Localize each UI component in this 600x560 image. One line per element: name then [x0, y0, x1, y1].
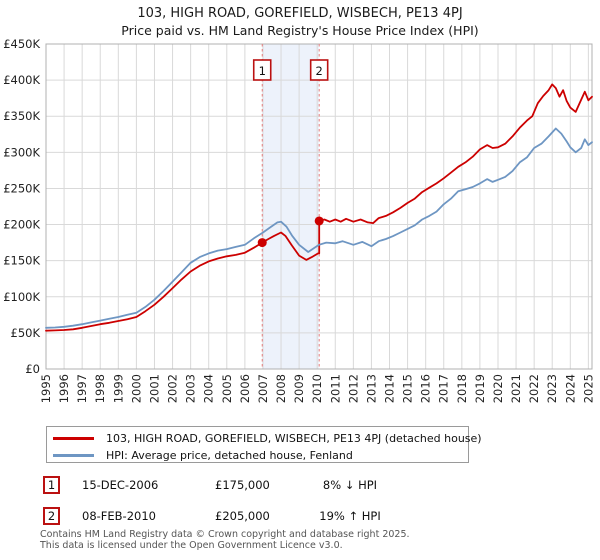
x-axis-tick-label: 2006	[238, 374, 252, 403]
x-axis-tick-label: 2024	[563, 374, 577, 403]
x-axis-tick-label: 2007	[256, 374, 270, 403]
x-axis-tick-label: 2008	[274, 374, 288, 403]
hpi-line	[45, 127, 593, 329]
sale-marker-badge	[309, 59, 329, 81]
sale-marker-badge-label: 1	[259, 64, 266, 78]
y-axis-tick-label: £450K	[3, 37, 40, 51]
transaction-1-badge: 1	[43, 476, 60, 494]
x-axis-tick-label: 2005	[220, 374, 234, 403]
x-axis-tick-label: 2004	[202, 374, 216, 403]
x-axis-tick-label: 1999	[111, 374, 125, 403]
x-axis-tick-label: 2020	[491, 374, 505, 403]
price-line-swatch	[53, 436, 94, 440]
x-axis-tick-label: 2019	[473, 374, 487, 403]
sale-marker-dot	[314, 216, 324, 226]
x-axis-tick-label: 2002	[166, 374, 180, 403]
y-axis-tick-label: £150K	[3, 254, 40, 268]
y-axis-tick-label: £250K	[3, 181, 40, 195]
x-axis-tick-label: 1998	[93, 374, 107, 403]
price-paid-line	[45, 83, 593, 332]
x-axis-tick-label: 1997	[75, 374, 89, 403]
legend-label-hpi: HPI: Average price, detached house, Fenl…	[106, 448, 353, 462]
hpi-line-swatch	[53, 453, 94, 457]
sale-marker-badge-label: 2	[316, 64, 323, 78]
x-axis-tick-label: 2001	[147, 374, 161, 403]
x-axis-tick-label: 2016	[419, 374, 433, 403]
x-axis-tick-label: 2012	[346, 374, 360, 403]
x-axis-tick-label: 2010	[310, 374, 324, 403]
transaction-1-hpi-delta: 8% ↓ HPI	[322, 478, 378, 492]
chart-legend: 103, HIGH ROAD, GOREFIELD, WISBECH, PE13…	[46, 426, 482, 463]
sale-marker-dot	[257, 238, 267, 248]
footer-licence: This data is licensed under the Open Gov…	[40, 539, 343, 551]
x-axis-tick-label: 2017	[437, 374, 451, 403]
transaction-2-date: 08-FEB-2010	[82, 509, 156, 523]
y-axis-tick-label: £400K	[3, 73, 40, 87]
y-axis-tick-label: £100K	[3, 290, 40, 304]
sale-period-band	[262, 44, 320, 369]
chart-title-block: 103, HIGH ROAD, GOREFIELD, WISBECH, PE13…	[0, 5, 600, 39]
x-axis-tick-label: 2018	[455, 374, 469, 403]
transaction-row-1: 1 15-DEC-2006 £175,000 8% ↓ HPI	[0, 476, 600, 495]
transaction-1-price: £175,000	[215, 478, 270, 492]
transaction-1-date: 15-DEC-2006	[82, 478, 159, 492]
y-axis-tick-label: £350K	[3, 109, 40, 123]
x-axis-tick-label: 2009	[292, 374, 306, 403]
y-axis-tick-label: £200K	[3, 218, 40, 232]
page-title: 103, HIGH ROAD, GOREFIELD, WISBECH, PE13…	[137, 6, 463, 21]
x-axis-tick-label: 2011	[328, 374, 342, 403]
y-axis-tick-label: £300K	[3, 145, 40, 159]
y-axis-tick-label: £0	[25, 362, 40, 376]
x-axis-tick-label: 2003	[184, 374, 198, 403]
transaction-2-hpi-delta: 19% ↑ HPI	[319, 509, 381, 523]
x-axis-tick-label: 2013	[364, 374, 378, 403]
x-axis-tick-label: 2023	[545, 374, 559, 403]
x-axis-tick-label: 2014	[383, 374, 397, 403]
transaction-2-badge: 2	[43, 507, 60, 525]
x-axis-tick-label: 2022	[527, 374, 541, 403]
x-axis-tick-label: 2015	[401, 374, 415, 403]
x-axis-tick-label: 2025	[581, 374, 595, 403]
x-axis-tick-label: 1995	[39, 374, 53, 403]
legend-label-price-paid: 103, HIGH ROAD, GOREFIELD, WISBECH, PE13…	[106, 431, 482, 445]
transaction-2-price: £205,000	[215, 509, 270, 523]
chart-subtitle: Price paid vs. HM Land Registry's House …	[121, 23, 479, 38]
x-axis-tick-label: 2000	[129, 374, 143, 403]
legend-item-hpi: HPI: Average price, detached house, Fenl…	[53, 447, 353, 463]
x-axis-tick-label: 1996	[57, 374, 71, 403]
y-axis-tick-label: £50K	[11, 326, 41, 340]
legend-item-price-paid: 103, HIGH ROAD, GOREFIELD, WISBECH, PE13…	[53, 430, 482, 446]
license-footer: Contains HM Land Registry data © Crown c…	[40, 529, 600, 551]
transaction-row-2: 2 08-FEB-2010 £205,000 19% ↑ HPI	[0, 507, 600, 526]
x-axis-tick-label: 2021	[509, 374, 523, 403]
price-history-chart: £0 £50K £100K £150K £200K £250K £300K £350K £400…	[3, 37, 595, 403]
footer-copyright: Contains HM Land Registry data © Crown c…	[40, 529, 410, 540]
sale-marker-badge	[252, 59, 272, 81]
